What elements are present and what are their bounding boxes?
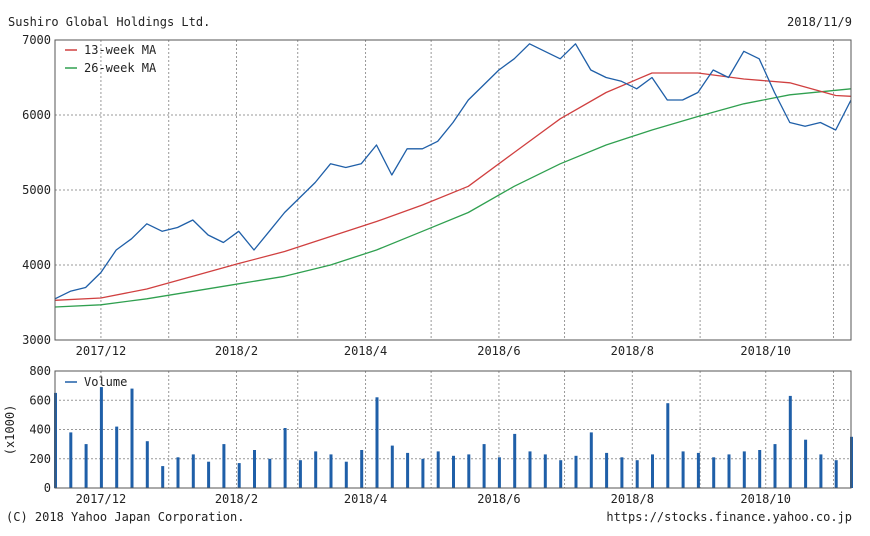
y-tick-label: 7000: [22, 33, 51, 47]
ma13-line: [54, 72, 852, 301]
source-url: https://stocks.finance.yahoo.co.jp: [606, 510, 852, 524]
x-tick-label: 2018/10: [740, 492, 791, 506]
volume-panel-frame: [54, 370, 852, 489]
x-tick-label: 2017/12: [76, 344, 127, 358]
volume-bar: [666, 403, 670, 488]
price-panel-legend: 13-week MA 26-week MA: [65, 43, 157, 75]
volume-bar: [191, 454, 195, 488]
x-tick-label: 2017/12: [76, 492, 127, 506]
volume-bar: [681, 451, 685, 488]
y-tick-label: 600: [29, 393, 51, 407]
volume-bar: [528, 451, 532, 488]
volume-bar: [115, 426, 119, 488]
x-tick-label: 2018/8: [611, 492, 654, 506]
y-tick-label: 200: [29, 452, 51, 466]
y-tick-label: 6000: [22, 108, 51, 122]
volume-bar: [268, 458, 272, 489]
y-tick-label: 5000: [22, 183, 51, 197]
volume-bar: [452, 455, 455, 488]
volume-bar: [314, 451, 318, 488]
price-panel-series: [54, 43, 852, 308]
volume-bar: [834, 460, 838, 488]
y-tick-label: 400: [29, 423, 51, 437]
volume-bar: [161, 466, 165, 488]
volume-bar: [819, 454, 823, 488]
volume-panel-bars: [54, 387, 853, 489]
volume-bar: [574, 455, 578, 488]
chart-date: 2018/11/9: [787, 15, 852, 29]
volume-bar: [788, 395, 792, 488]
x-tick-label: 2018/4: [344, 344, 387, 358]
x-tick-label: 2018/10: [740, 344, 791, 358]
volume-bar: [742, 451, 746, 488]
x-tick-label: 2018/2: [215, 344, 258, 358]
volume-bar: [375, 397, 379, 488]
volume-bar: [421, 458, 425, 489]
x-tick-label: 2018/6: [477, 492, 520, 506]
volume-bar: [559, 460, 563, 488]
volume-bar: [497, 457, 501, 488]
volume-bar: [696, 452, 700, 488]
volume-bar: [237, 463, 241, 488]
volume-bar: [513, 433, 517, 488]
volume-bar: [712, 457, 716, 488]
volume-bar: [467, 454, 471, 488]
volume-bar: [589, 432, 593, 488]
ma26-line: [54, 88, 852, 308]
volume-bar: [130, 388, 134, 488]
volume-bar: [99, 387, 103, 488]
volume-bar: [482, 444, 486, 488]
volume-panel-legend: Volume: [65, 375, 127, 389]
volume-bar: [69, 432, 73, 488]
volume-bar: [727, 454, 731, 488]
x-tick-label: 2018/4: [344, 492, 387, 506]
volume-bar: [436, 451, 440, 488]
volume-bar: [390, 445, 394, 488]
volume-bar: [605, 452, 609, 488]
volume-bar: [758, 450, 762, 488]
volume-bar: [298, 460, 302, 488]
price-line: [54, 43, 852, 300]
price-panel-grid: [55, 40, 851, 340]
volume-bar: [543, 454, 547, 488]
volume-bar: [145, 441, 149, 488]
volume-bar: [283, 428, 287, 488]
volume-bar: [176, 457, 180, 488]
x-tick-label: 2018/8: [611, 344, 654, 358]
volume-panel-axis: 0 200 400 600 800 2017/12 2018/2 2018/4 2018/6 20…: [3, 364, 791, 506]
x-tick-label: 2018/2: [215, 492, 258, 506]
legend-26-week-ma-label: 26-week MA: [84, 61, 157, 75]
price-panel-frame: [54, 39, 852, 341]
price-panel-axis: 3000 4000 5000 6000 7000 2017/12 2018/2 2018/4 2…: [22, 33, 791, 358]
volume-bar: [344, 461, 348, 488]
y-tick-label: 0: [44, 481, 51, 495]
legend-volume-label: Volume: [84, 375, 127, 389]
x-tick-label: 2018/6: [477, 344, 520, 358]
volume-bar: [207, 461, 211, 488]
volume-bar: [406, 452, 410, 488]
legend-13-week-ma-label: 13-week MA: [84, 43, 157, 57]
volume-bar: [635, 460, 639, 488]
volume-bar: [360, 450, 364, 488]
volume-bar: [804, 439, 808, 488]
chart-title: Sushiro Global Holdings Ltd.: [8, 15, 210, 29]
copyright-text: (C) 2018 Yahoo Japan Corporation.: [6, 510, 244, 524]
volume-bar: [773, 444, 777, 488]
y-tick-label: 800: [29, 364, 51, 378]
volume-axis-unit: (x1000): [3, 405, 17, 456]
volume-bar: [329, 454, 333, 488]
volume-bar: [620, 457, 624, 488]
volume-bar: [253, 450, 256, 488]
volume-bar: [222, 444, 226, 488]
volume-bar: [651, 454, 654, 488]
y-tick-label: 3000: [22, 333, 51, 347]
y-tick-label: 4000: [22, 258, 51, 272]
volume-bar: [84, 444, 88, 488]
